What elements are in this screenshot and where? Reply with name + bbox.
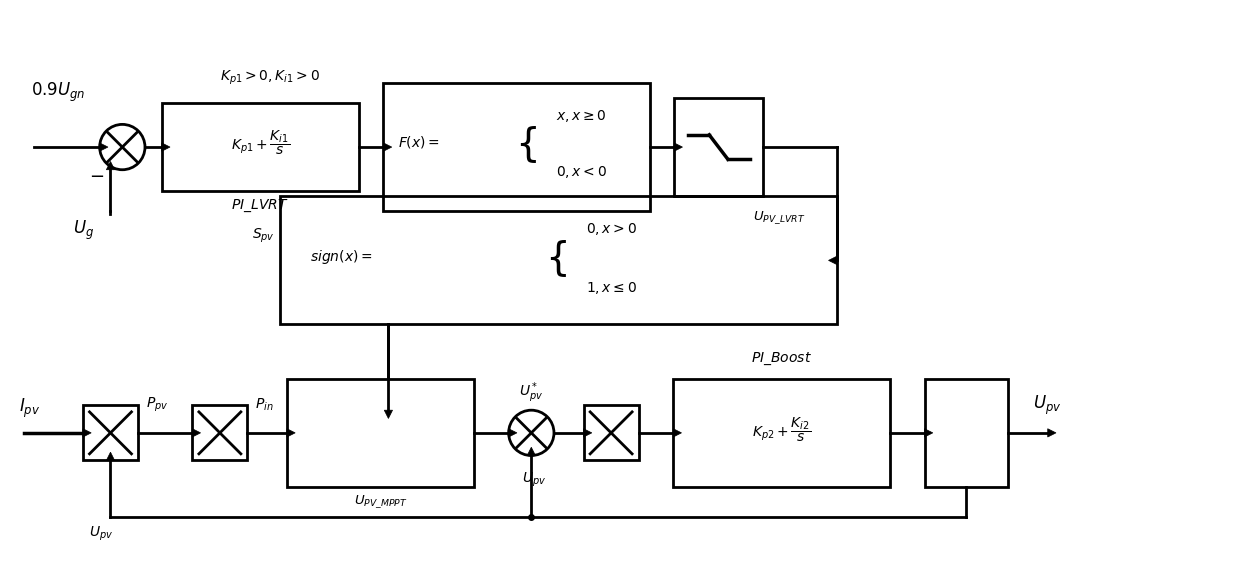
Bar xyxy=(192,405,248,461)
Text: $S_{pv}$: $S_{pv}$ xyxy=(252,227,275,245)
Text: $sign(x)=$: $sign(x)=$ xyxy=(310,248,372,266)
Text: $K_{p2}+\dfrac{K_{i2}}{s}$: $K_{p2}+\dfrac{K_{i2}}{s}$ xyxy=(751,416,811,444)
Text: $P_{in}$: $P_{in}$ xyxy=(255,397,274,413)
Polygon shape xyxy=(673,429,682,437)
Text: $PI\_LVRT$: $PI\_LVRT$ xyxy=(232,198,289,214)
Text: $U_{pv}$: $U_{pv}$ xyxy=(88,524,113,543)
Bar xyxy=(673,379,890,487)
Polygon shape xyxy=(828,256,837,264)
Polygon shape xyxy=(192,429,201,437)
Bar xyxy=(83,405,138,461)
Polygon shape xyxy=(584,429,591,437)
Text: $0.9U_{gn}$: $0.9U_{gn}$ xyxy=(31,81,86,105)
Text: $F(x)=$: $F(x)=$ xyxy=(398,134,440,150)
Polygon shape xyxy=(83,429,92,437)
Text: $U_{pv}$: $U_{pv}$ xyxy=(1033,394,1061,417)
Text: $U_{PV\_MPPT}$: $U_{PV\_MPPT}$ xyxy=(353,493,408,510)
Polygon shape xyxy=(675,143,682,151)
Polygon shape xyxy=(527,447,536,455)
Polygon shape xyxy=(107,452,114,461)
Text: $U_{PV\_LVRT}$: $U_{PV\_LVRT}$ xyxy=(753,210,806,227)
Bar xyxy=(161,103,358,191)
Bar xyxy=(286,379,474,487)
Text: $PI\_Boost$: $PI\_Boost$ xyxy=(751,351,812,367)
Text: $U_{pv}^*$: $U_{pv}^*$ xyxy=(520,381,543,405)
Polygon shape xyxy=(508,429,517,437)
Text: $0,x<0$: $0,x<0$ xyxy=(556,164,606,180)
Polygon shape xyxy=(1048,429,1056,437)
Polygon shape xyxy=(383,143,392,151)
Bar xyxy=(280,196,837,324)
Text: $x,x\geq0$: $x,x\geq0$ xyxy=(556,108,606,124)
Text: $I_{pv}$: $I_{pv}$ xyxy=(19,397,40,420)
Polygon shape xyxy=(384,410,393,419)
Bar xyxy=(584,405,639,461)
Bar xyxy=(383,83,650,211)
Bar xyxy=(675,98,763,196)
Text: $\{$: $\{$ xyxy=(516,124,537,164)
Text: $U_{pv}$: $U_{pv}$ xyxy=(522,470,547,489)
Text: $P_{pv}$: $P_{pv}$ xyxy=(146,396,169,415)
Polygon shape xyxy=(161,143,170,151)
Polygon shape xyxy=(107,162,114,170)
Polygon shape xyxy=(286,429,295,437)
Polygon shape xyxy=(99,143,108,151)
Bar xyxy=(925,379,1008,487)
Text: $1,x\leq0$: $1,x\leq0$ xyxy=(585,280,636,296)
Text: $\{$: $\{$ xyxy=(546,238,567,279)
Text: $K_{p1}>0,K_{i1}>0$: $K_{p1}>0,K_{i1}>0$ xyxy=(221,69,320,87)
Text: $-$: $-$ xyxy=(89,166,104,183)
Text: $0,x>0$: $0,x>0$ xyxy=(585,221,636,237)
Polygon shape xyxy=(925,429,932,437)
Text: $U_g$: $U_g$ xyxy=(73,219,94,243)
Text: $K_{p1}+\dfrac{K_{i1}}{s}$: $K_{p1}+\dfrac{K_{i1}}{s}$ xyxy=(231,128,290,156)
